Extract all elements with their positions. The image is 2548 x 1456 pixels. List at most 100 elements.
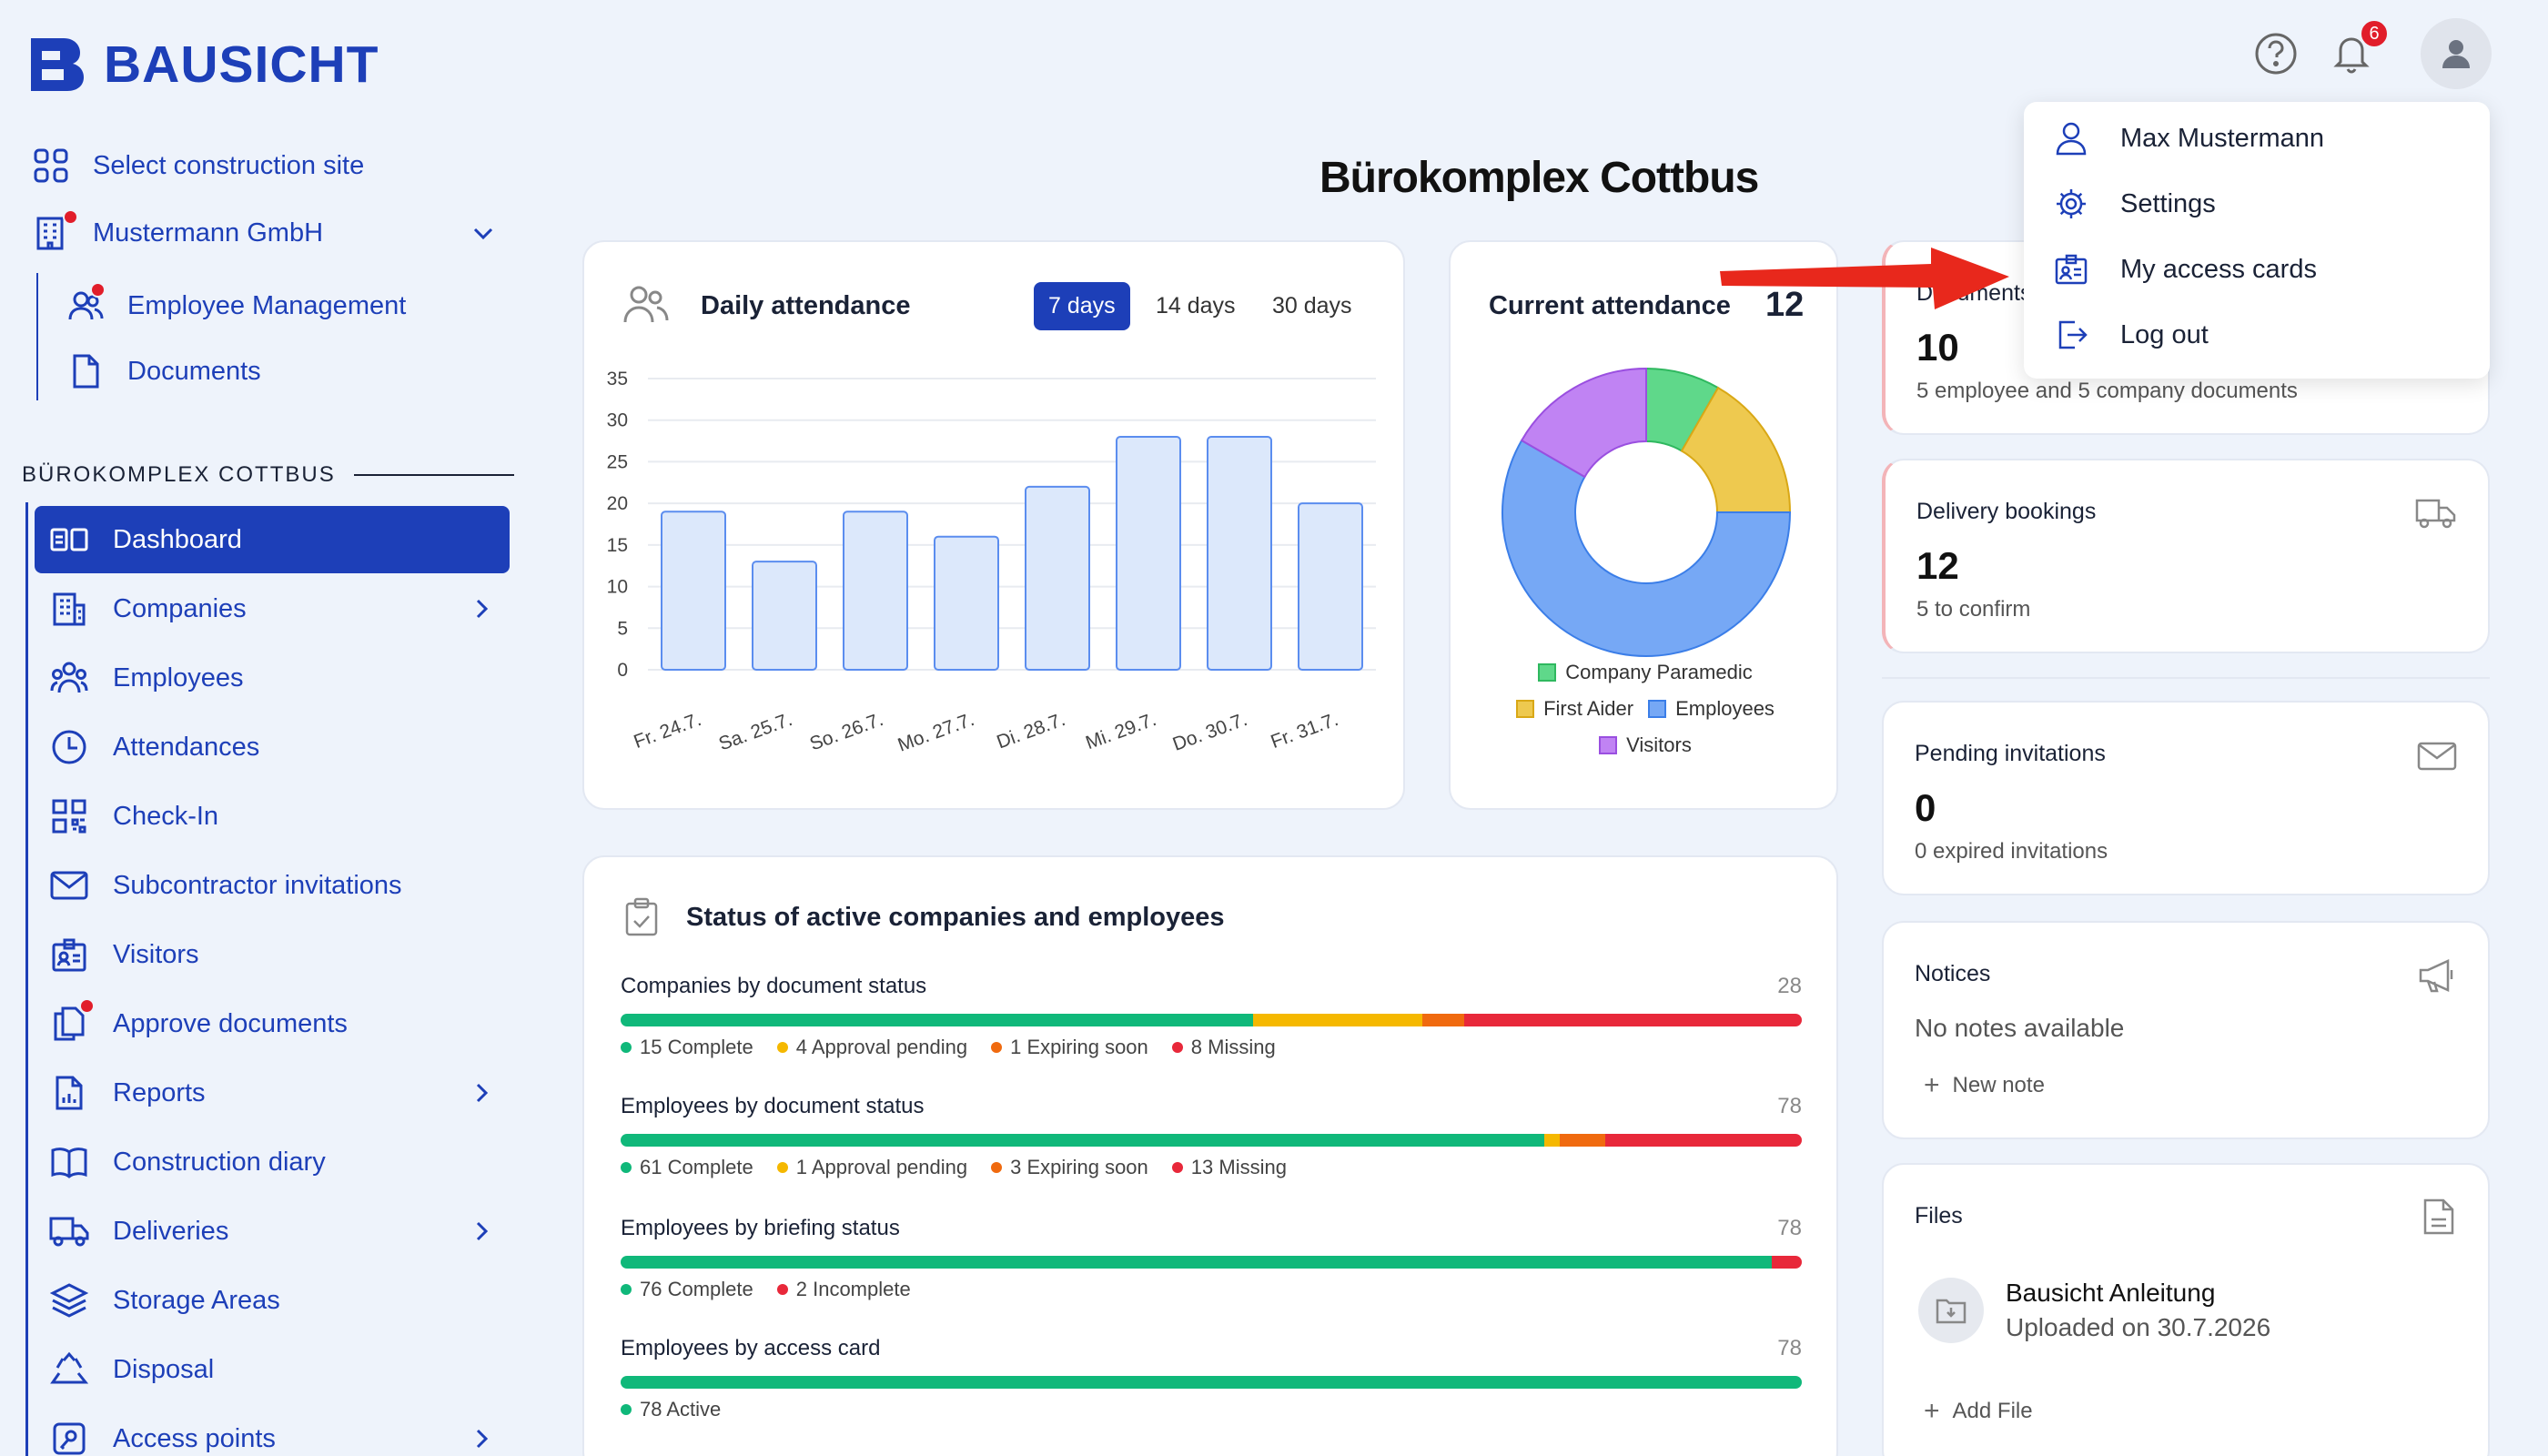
- file-item[interactable]: Bausicht Anleitung Uploaded on 30.7.2026: [1918, 1278, 2270, 1343]
- sidebar-item-visitors[interactable]: Visitors: [35, 921, 510, 988]
- y-tick-label: 15: [607, 535, 628, 556]
- page-title: Bürokomplex Cottbus: [1320, 154, 1759, 202]
- clipboard-check-icon: [625, 897, 658, 936]
- y-tick-label: 30: [607, 410, 628, 431]
- sidebar-item-check-in[interactable]: Check-In: [35, 783, 510, 850]
- logout-icon: [2053, 317, 2089, 353]
- sidebar-item-subcontractor-invitations[interactable]: Subcontractor invitations: [35, 852, 510, 919]
- sidebar-item-employees[interactable]: Employees: [35, 644, 510, 712]
- tab-7-days[interactable]: 7 days: [1034, 282, 1130, 330]
- legend-label: Visitors: [1626, 733, 1692, 756]
- company-name: Mustermann GmbH: [93, 217, 324, 248]
- legend-item: Visitors: [1451, 733, 1840, 757]
- sidebar-item-documents[interactable]: Documents: [66, 351, 261, 391]
- invitations-card-title: Pending invitations: [1915, 741, 2106, 766]
- sidebar-item-label: Deliveries: [113, 1216, 229, 1246]
- menu-item-access-cards[interactable]: My access cards: [2053, 251, 2317, 288]
- files-card: Files Bausicht Anleitung Uploaded on 30.…: [1882, 1163, 2490, 1456]
- sidebar-item-attendances[interactable]: Attendances: [35, 713, 510, 781]
- bar[interactable]: [1025, 485, 1090, 671]
- menu-item-profile[interactable]: Max Mustermann: [2053, 120, 2324, 157]
- donut-slice[interactable]: [1502, 439, 1792, 657]
- sidebar-item-storage-areas[interactable]: Storage Areas: [35, 1267, 510, 1334]
- x-tick-label: Di. 28.7.: [994, 709, 1067, 753]
- user-avatar-button[interactable]: [2421, 18, 2492, 89]
- new-note-label: New note: [1952, 1073, 2045, 1097]
- help-button[interactable]: [2253, 31, 2299, 76]
- legend-dot: [776, 1284, 788, 1295]
- menu-item-label: Settings: [2120, 188, 2216, 218]
- sidebar-item-employee-management[interactable]: Employee Management: [66, 282, 406, 326]
- bar[interactable]: [843, 511, 908, 671]
- file-icon: [2423, 1198, 2454, 1235]
- sidebar-item-reports[interactable]: Reports: [35, 1059, 510, 1127]
- status-row-title: Companies by document status: [621, 974, 927, 998]
- app-logo[interactable]: BAUSICHT: [27, 35, 379, 95]
- stacked-bar[interactable]: [621, 1376, 1802, 1389]
- stacked-bar[interactable]: [621, 1014, 1802, 1026]
- bell-icon: [2333, 37, 2370, 74]
- status-row-total: 28: [1777, 974, 1802, 998]
- sidebar-item-label: Disposal: [113, 1354, 215, 1384]
- sidebar-item-approve-documents[interactable]: Approve documents: [35, 990, 510, 1057]
- legend-item: First Aider: [1516, 697, 1633, 721]
- sidebar-item-companies[interactable]: Companies: [35, 575, 510, 642]
- bar[interactable]: [1298, 502, 1363, 671]
- new-note-button[interactable]: + New note: [1924, 1070, 2045, 1101]
- current-attendance-card: Current attendance 12 Company Paramedic …: [1449, 240, 1838, 810]
- status-row-total: 78: [1777, 1216, 1802, 1240]
- chevron-right-icon: [476, 1221, 489, 1241]
- bar[interactable]: [934, 535, 999, 671]
- users-icon: [66, 282, 106, 326]
- donut-slice[interactable]: [1520, 367, 1647, 479]
- bar[interactable]: [1207, 436, 1272, 671]
- sidebar-item-dashboard[interactable]: Dashboard: [35, 506, 510, 573]
- sidebar-item-label: Dashboard: [113, 524, 242, 554]
- y-tick-label: 0: [617, 660, 628, 681]
- stacked-bar[interactable]: [621, 1256, 1802, 1269]
- divider: [353, 474, 514, 476]
- sidebar-item-access-points[interactable]: Access points: [35, 1405, 510, 1456]
- legend-item: 15 Complete: [621, 1036, 753, 1059]
- users-icon: [623, 286, 669, 323]
- stacked-bar-segment: [1421, 1014, 1465, 1026]
- delivery-bookings-card[interactable]: Delivery bookings 12 5 to confirm: [1882, 459, 2490, 653]
- bar[interactable]: [1116, 436, 1181, 671]
- pending-invitations-card[interactable]: Pending invitations 0 0 expired invitati…: [1882, 701, 2490, 895]
- stacked-bar[interactable]: [621, 1134, 1802, 1147]
- file-name: Bausicht Anleitung: [2006, 1279, 2216, 1307]
- select-site-link[interactable]: Select construction site: [31, 146, 364, 186]
- status-card: Status of active companies and employees: [582, 855, 1838, 1456]
- stacked-bar-segment: [621, 1014, 1254, 1026]
- truck-icon: [49, 1211, 89, 1251]
- x-tick-label: Fr. 24.7.: [631, 709, 703, 753]
- notices-empty-text: No notes available: [1915, 1014, 2125, 1042]
- y-tick-label: 35: [607, 369, 628, 389]
- menu-item-settings[interactable]: Settings: [2053, 186, 2216, 222]
- bar[interactable]: [752, 561, 817, 671]
- sidebar-item-disposal[interactable]: Disposal: [35, 1336, 510, 1403]
- sidebar-item-label: Approve documents: [113, 1008, 348, 1038]
- sidebar-item-construction-diary[interactable]: Construction diary: [35, 1128, 510, 1196]
- tab-14-days[interactable]: 14 days: [1156, 293, 1236, 318]
- status-legend: 76 Complete 2 Incomplete: [621, 1278, 911, 1301]
- company-selector[interactable]: Mustermann GmbH: [31, 209, 495, 253]
- sidebar-item-label: Storage Areas: [113, 1285, 280, 1315]
- daily-attendance-chart: 0 5 10 15 20 25 30 35 Fr. 24.7. Sa. 25.7. So. 26.7…: [607, 369, 1376, 756]
- sidebar-item-deliveries[interactable]: Deliveries: [35, 1198, 510, 1265]
- chevron-right-icon: [476, 599, 489, 619]
- menu-item-logout[interactable]: Log out: [2053, 317, 2209, 353]
- tab-30-days[interactable]: 30 days: [1272, 293, 1352, 318]
- user-icon: [2053, 120, 2089, 157]
- legend-dot: [991, 1162, 1003, 1173]
- status-legend: 61 Complete 1 Approval pending 3 Expiring …: [621, 1156, 1287, 1179]
- bar[interactable]: [661, 511, 726, 671]
- legend-item: Company Paramedic: [1451, 661, 1840, 684]
- notifications-button[interactable]: 6: [2330, 18, 2390, 75]
- documents-card-sub: 5 employee and 5 company documents: [1916, 379, 2298, 403]
- legend-label: Company Paramedic: [1565, 661, 1753, 683]
- chevron-down-icon: [473, 228, 493, 240]
- add-file-button[interactable]: + Add File: [1924, 1396, 2033, 1427]
- book-icon: [49, 1142, 89, 1182]
- current-attendance-title: Current attendance: [1489, 291, 1731, 320]
